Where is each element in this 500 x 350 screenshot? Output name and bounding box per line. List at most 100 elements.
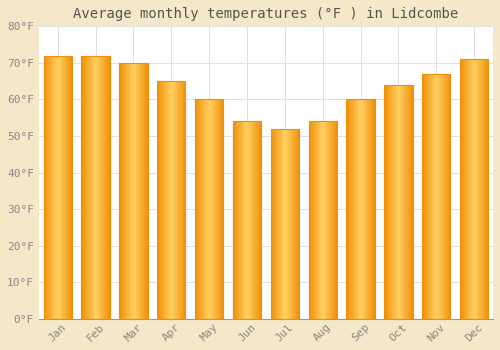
Bar <box>59 56 60 319</box>
Bar <box>106 56 107 319</box>
Bar <box>128 63 130 319</box>
Bar <box>66 56 67 319</box>
Bar <box>236 121 237 319</box>
Bar <box>315 121 316 319</box>
Bar <box>314 121 315 319</box>
Bar <box>83 56 84 319</box>
Bar <box>439 74 440 319</box>
Bar <box>122 63 123 319</box>
Bar <box>326 121 327 319</box>
Bar <box>200 99 201 319</box>
Bar <box>212 99 213 319</box>
Bar <box>82 56 83 319</box>
Bar <box>285 129 286 319</box>
Bar <box>395 85 396 319</box>
Bar <box>163 81 164 319</box>
Bar <box>244 121 245 319</box>
Bar <box>216 99 217 319</box>
Bar <box>358 99 360 319</box>
Bar <box>448 74 449 319</box>
Bar <box>435 74 436 319</box>
Bar <box>404 85 406 319</box>
Bar <box>47 56 48 319</box>
Bar <box>320 121 321 319</box>
Bar <box>146 63 147 319</box>
Bar <box>241 121 242 319</box>
Bar <box>332 121 334 319</box>
Bar <box>185 81 186 319</box>
Bar <box>252 121 253 319</box>
Bar <box>157 81 186 319</box>
Bar <box>313 121 314 319</box>
Bar <box>109 56 110 319</box>
Bar <box>240 121 241 319</box>
Bar <box>208 99 209 319</box>
Bar <box>356 99 358 319</box>
Bar <box>481 59 482 319</box>
Bar <box>206 99 208 319</box>
Bar <box>398 85 399 319</box>
Bar <box>87 56 88 319</box>
Bar <box>180 81 181 319</box>
Bar <box>286 129 288 319</box>
Bar <box>328 121 329 319</box>
Bar <box>370 99 371 319</box>
Bar <box>248 121 249 319</box>
Bar <box>160 81 162 319</box>
Bar <box>138 63 139 319</box>
Bar <box>402 85 403 319</box>
Bar <box>120 63 122 319</box>
Bar <box>384 85 385 319</box>
Bar <box>100 56 101 319</box>
Bar <box>368 99 369 319</box>
Bar <box>353 99 354 319</box>
Bar <box>391 85 392 319</box>
Bar <box>144 63 145 319</box>
Bar <box>471 59 472 319</box>
Bar <box>472 59 473 319</box>
Bar <box>204 99 205 319</box>
Bar <box>51 56 52 319</box>
Bar <box>296 129 297 319</box>
Bar <box>67 56 68 319</box>
Bar <box>487 59 488 319</box>
Bar <box>323 121 324 319</box>
Bar <box>441 74 442 319</box>
Bar <box>393 85 394 319</box>
Bar <box>371 99 372 319</box>
Bar <box>234 121 235 319</box>
Bar <box>443 74 444 319</box>
Bar <box>254 121 256 319</box>
Bar <box>478 59 479 319</box>
Bar <box>52 56 53 319</box>
Bar <box>102 56 104 319</box>
Bar <box>94 56 96 319</box>
Bar <box>312 121 313 319</box>
Bar <box>411 85 412 319</box>
Bar <box>209 99 210 319</box>
Bar <box>280 129 281 319</box>
Bar <box>125 63 126 319</box>
Bar <box>60 56 61 319</box>
Bar <box>321 121 322 319</box>
Bar <box>46 56 47 319</box>
Bar <box>68 56 69 319</box>
Bar <box>90 56 91 319</box>
Bar <box>432 74 433 319</box>
Bar <box>214 99 216 319</box>
Bar <box>450 74 452 319</box>
Bar <box>272 129 273 319</box>
Bar <box>168 81 170 319</box>
Bar <box>403 85 404 319</box>
Bar <box>237 121 238 319</box>
Bar <box>290 129 291 319</box>
Bar <box>173 81 174 319</box>
Bar <box>131 63 132 319</box>
Bar <box>233 121 261 319</box>
Bar <box>372 99 374 319</box>
Bar <box>44 56 72 319</box>
Bar <box>50 56 51 319</box>
Bar <box>53 56 54 319</box>
Bar <box>256 121 257 319</box>
Bar <box>434 74 435 319</box>
